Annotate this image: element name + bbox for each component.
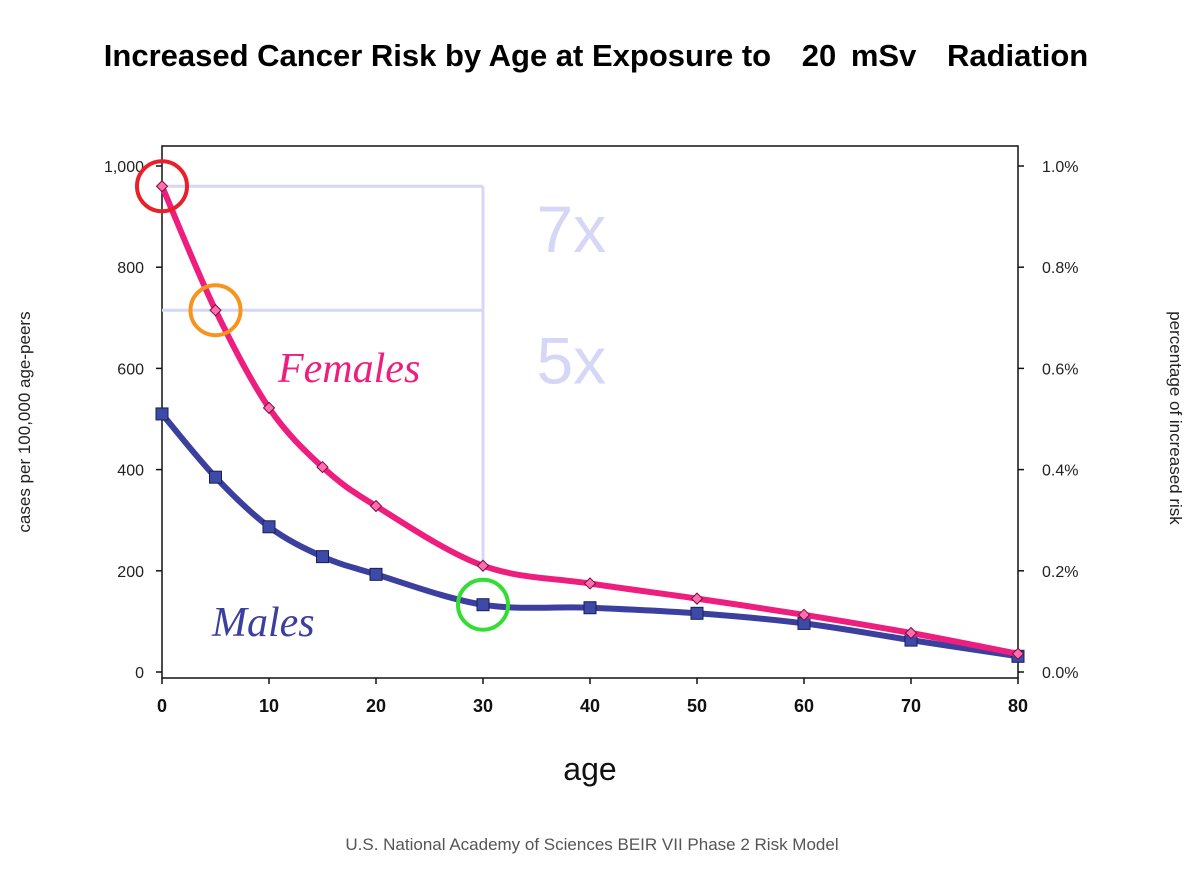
- chart-title-part-1: Increased Cancer Risk by Age at Exposure…: [104, 38, 771, 73]
- data-point-males: [369, 567, 383, 581]
- series: [155, 180, 1025, 663]
- y-right-tick-label: 0.8%: [1042, 260, 1078, 277]
- y-right-tick-label: 0.0%: [1042, 665, 1078, 682]
- y-left-tick-label: 1,000: [104, 159, 144, 176]
- x-tick-label: 70: [901, 696, 921, 716]
- chart-title-part-4: Radiation: [947, 38, 1088, 73]
- x-tick-label: 10: [259, 696, 279, 716]
- chart-title: Increased Cancer Risk by Age at Exposure…: [104, 38, 1088, 73]
- highlight-circles: [135, 159, 510, 632]
- data-point-males: [209, 470, 222, 484]
- y-right-tick-label: 0.4%: [1042, 463, 1078, 480]
- data-point-males: [476, 598, 490, 612]
- y-left-tick-label: 600: [117, 361, 144, 378]
- y-axis-label-right: percentage of increased risk: [1166, 311, 1185, 525]
- y-left-tick-label: 400: [117, 463, 144, 480]
- y-left-tick-label: 200: [117, 564, 144, 581]
- data-point-females: [209, 304, 222, 317]
- x-tick-label: 50: [687, 696, 707, 716]
- data-point-females: [262, 401, 276, 415]
- data-point-females: [155, 180, 169, 193]
- multiplier-label-1: 7x: [537, 192, 607, 266]
- series-label-males: Males: [211, 600, 315, 646]
- x-ticks: 0 10 20 30 40 50 60 70 80: [157, 678, 1028, 716]
- data-point-females: [369, 499, 383, 513]
- y-left-ticks: 0 200 400 600 800 1,000: [104, 159, 162, 682]
- highlight-circle-1: [135, 159, 189, 214]
- data-point-females: [904, 626, 918, 640]
- x-tick-label: 40: [580, 696, 600, 716]
- highlight-circle-3: [456, 577, 510, 632]
- chart-title-part-3: mSv: [851, 38, 917, 73]
- data-point-males: [583, 601, 597, 615]
- data-point-females: [1011, 647, 1025, 660]
- series-label-females: Females: [277, 346, 420, 392]
- series-males: [155, 407, 1025, 663]
- data-point-males: [690, 606, 704, 620]
- y-right-tick-label: 0.6%: [1042, 361, 1078, 378]
- chart-title-part-2: 20: [802, 38, 836, 73]
- data-point-males: [155, 407, 169, 421]
- data-point-females: [690, 592, 704, 605]
- x-tick-label: 30: [473, 696, 493, 716]
- data-point-females: [316, 460, 329, 474]
- x-tick-label: 60: [794, 696, 814, 716]
- x-tick-label: 80: [1008, 696, 1028, 716]
- y-right-tick-label: 0.2%: [1042, 564, 1078, 581]
- x-tick-label: 0: [157, 696, 167, 716]
- series-line-males: [159, 410, 1021, 660]
- data-point-females: [476, 559, 490, 572]
- y-right-ticks: 0.0% 0.2% 0.4% 0.6% 0.8% 1.0%: [1018, 159, 1078, 682]
- data-point-males: [316, 550, 329, 564]
- multiplier-label-2: 5x: [537, 324, 607, 398]
- y-axis-label-left: cases per 100,000 age-peers: [15, 311, 34, 532]
- y-right-tick-label: 1.0%: [1042, 159, 1078, 176]
- data-point-males: [262, 520, 276, 534]
- y-left-tick-label: 800: [117, 260, 144, 277]
- x-axis-label: age: [563, 751, 616, 787]
- data-point-females: [797, 608, 811, 622]
- data-point-females: [583, 577, 597, 590]
- highlight-circle-2: [188, 283, 243, 338]
- x-tick-label: 20: [366, 696, 386, 716]
- y-left-tick-label: 0: [135, 665, 144, 682]
- series-females: [155, 180, 1025, 660]
- source-note: U.S. National Academy of Sciences BEIR V…: [345, 835, 838, 854]
